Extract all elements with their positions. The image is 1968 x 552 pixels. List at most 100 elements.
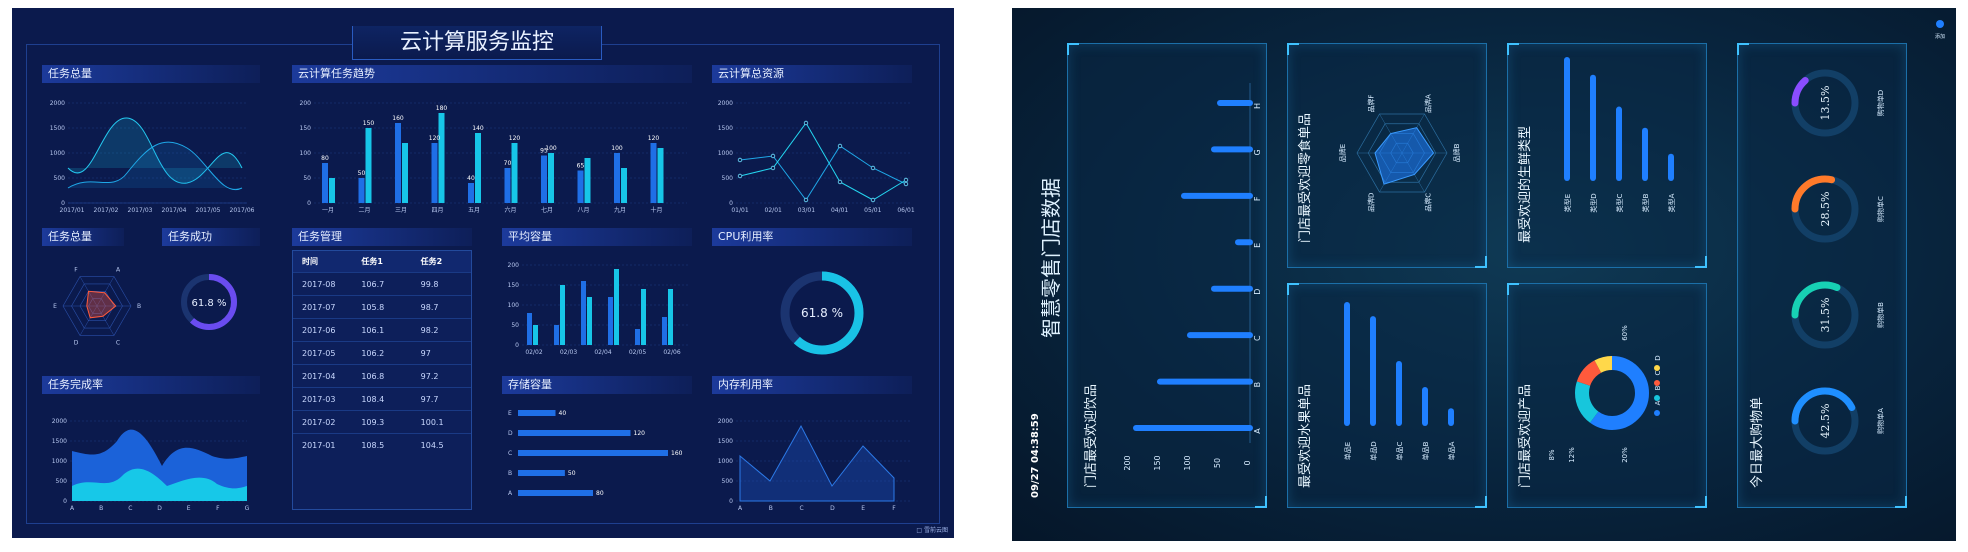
x-tick-label: 06/01 <box>897 207 914 214</box>
y-tick-label: 150 <box>300 125 312 132</box>
drink-category-label: D <box>1253 289 1262 295</box>
x-tick-label: 02/04 <box>594 349 611 356</box>
popular-fruit-chart: 最受欢迎水果单品 单品E 单品D 单品C 单品B 单品A <box>1298 302 1456 488</box>
task-count-radar: A B C D E F <box>53 267 141 347</box>
cell-task1: 105.8 <box>361 302 385 312</box>
drink-tick-label: 0 <box>1243 460 1252 465</box>
popular-drinks-title: 门店最受欢迎饮品 <box>1084 384 1099 488</box>
y-tick-label: 0 <box>61 200 65 207</box>
x-tick-label: 九月 <box>614 206 626 214</box>
column-header-task2: 任务2 <box>420 257 443 266</box>
trend-label-a: 80 <box>321 155 329 162</box>
x-tick-label: 2017/06 <box>230 207 255 214</box>
popular-snacks-chart: 门店最受欢迎零食单品 品牌B 品牌C 品牌D 品牌E 品牌F 品牌A <box>1297 94 1461 243</box>
trend-bar-b <box>365 128 372 203</box>
cell-time: 2017-06 <box>302 325 336 335</box>
cell-task2: 97 <box>420 348 431 358</box>
cell-task2: 97.2 <box>420 371 439 381</box>
legend-dot <box>1654 410 1660 416</box>
radar-axis-label: B <box>137 303 141 310</box>
task-total-series-2 <box>67 141 243 191</box>
x-tick-label: 2017/03 <box>128 207 153 214</box>
panel-title-task-mgmt: 任务管理 <box>292 228 472 246</box>
y-tick-label: 1000 <box>50 150 65 157</box>
avg-bar-b <box>560 285 565 345</box>
task-trend-chart: 200 150 100 50 0 80 50 150 160 120 180 40 140 70 120 95… <box>300 100 687 214</box>
legend-dot <box>1654 380 1660 386</box>
popular-products-chart: 门店最受欢迎产品 60% 20% 12% 8% A B C D <box>1518 325 1662 488</box>
y-tick-label: 0 <box>729 498 733 505</box>
x-tick-label: 01/01 <box>731 207 748 214</box>
storage-value-label: 160 <box>671 450 683 457</box>
trend-label-b: 120 <box>509 135 521 142</box>
y-tick-label: 1000 <box>718 458 733 465</box>
resource-point <box>803 197 809 203</box>
drink-category-label: A <box>1253 428 1262 434</box>
shopping-ring-progress <box>1791 175 1859 243</box>
cell-task1: 108.4 <box>361 394 385 404</box>
radar-axis-label: C <box>116 339 120 346</box>
avg-bar-a <box>635 329 640 345</box>
storage-value-label: 80 <box>596 490 604 497</box>
corner-badge[interactable]: 添加 <box>1930 14 1950 44</box>
x-tick-label: 2017/04 <box>162 207 187 214</box>
trend-bar-a <box>395 123 401 203</box>
y-tick-label: 0 <box>729 200 733 207</box>
y-tick-label: 1500 <box>52 438 67 445</box>
cell-task1: 106.2 <box>361 348 385 358</box>
shopping-list-title: 今日最大购物单 <box>1749 397 1765 488</box>
panel-title-task-total: 任务总量 <box>42 65 260 83</box>
trend-bar-b <box>438 113 445 203</box>
storage-category-label: E <box>508 410 512 417</box>
snack-axis-label: 品牌E <box>1338 144 1347 162</box>
y-tick-label: 1500 <box>50 125 65 132</box>
trend-label-a: 95 <box>540 148 548 155</box>
memory-usage-chart: 2000 1500 1000 500 0A B C D E F <box>718 418 912 512</box>
donut-slice-D <box>1575 356 1649 430</box>
resource-series-1 <box>739 145 907 201</box>
snack-axis-label: 品牌F <box>1367 95 1376 113</box>
x-tick-label: F <box>892 505 896 512</box>
cell-time: 2017-08 <box>302 279 336 289</box>
cell-task2: 99.8 <box>420 279 439 289</box>
completion-series-2 <box>72 468 247 501</box>
popular-snacks-title: 门店最受欢迎零食单品 <box>1297 113 1313 243</box>
table-row: 2017-08 106.7 99.8 <box>293 273 471 296</box>
trend-bar-a <box>358 178 365 203</box>
table-row: 2017-03 108.4 97.7 <box>293 388 471 411</box>
x-tick-label: E <box>861 505 865 512</box>
y-tick-label: 50 <box>511 322 519 329</box>
snack-axis-label: 品牌A <box>1424 94 1433 113</box>
avg-capacity-chart: 200 150 100 50 0 02/02 02/03 02/04 02/05 02/06 <box>508 262 688 356</box>
fresh-category-label: 类型D <box>1589 193 1598 212</box>
shopping-percent: 28.5% <box>1819 192 1832 227</box>
legend-label: D <box>1654 355 1662 360</box>
cell-time: 2017-01 <box>302 441 336 450</box>
resource-point <box>903 181 909 187</box>
panel-title-total-resource: 云计算总资源 <box>712 65 912 83</box>
trend-label-b: 180 <box>436 105 448 112</box>
drink-tick-label: 150 <box>1153 455 1162 470</box>
x-tick-label: 02/02 <box>525 349 542 356</box>
x-tick-label: B <box>769 505 773 512</box>
y-tick-label: 2000 <box>50 100 65 107</box>
avg-bar-a <box>527 313 532 345</box>
table-row: 2017-02 109.3 100.1 <box>293 411 471 434</box>
storage-bar <box>518 470 565 476</box>
avg-bar-a <box>608 297 613 345</box>
cell-task1: 108.5 <box>361 441 385 450</box>
cpu-usage-progress <box>780 271 864 355</box>
y-tick-label: 2000 <box>718 100 733 107</box>
avg-bar-b <box>614 269 619 345</box>
shopping-ring-progress <box>1791 387 1859 455</box>
cell-time: 2017-07 <box>302 302 336 312</box>
panel-title-cpu-usage: CPU利用率 <box>712 228 912 246</box>
y-tick-label: 200 <box>300 100 312 107</box>
trend-bar-b <box>329 178 335 203</box>
retail-title: 智慧零售门店数据 <box>1039 178 1063 338</box>
task-success-progress <box>181 274 237 330</box>
y-tick-label: 500 <box>722 175 734 182</box>
radar-axis-label: D <box>74 339 79 346</box>
trend-label-a: 120 <box>648 135 660 142</box>
trend-bar-a <box>614 153 620 203</box>
